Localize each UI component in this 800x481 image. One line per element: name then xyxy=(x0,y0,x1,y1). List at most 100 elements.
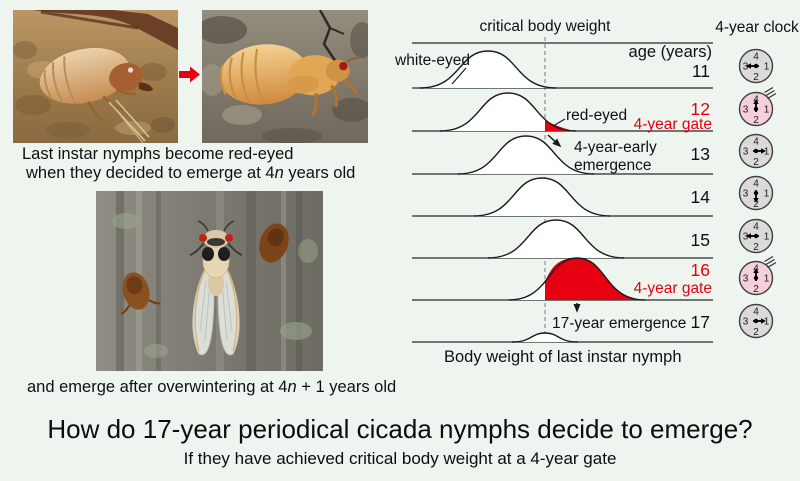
alarm-ring-icon xyxy=(764,255,777,269)
dial-number-left: 3 xyxy=(743,189,749,200)
dial-number-left: 3 xyxy=(743,274,749,285)
dial-number-right: 1 xyxy=(764,62,770,73)
age-label-15: 15 xyxy=(691,230,710,250)
nymph-body-group xyxy=(39,47,154,122)
clock-age-11: 4 1 2 3 xyxy=(738,48,774,84)
dial-number-top: 4 xyxy=(753,222,759,233)
clock-hand xyxy=(753,190,759,203)
dial-number-right: 1 xyxy=(764,147,770,158)
dial-number-top: 4 xyxy=(753,179,759,190)
dial-number-bottom: 2 xyxy=(753,157,759,168)
distribution-row-age-17 xyxy=(511,332,579,343)
white-eyed-nymph-illustration xyxy=(13,10,178,143)
dial-number-right: 1 xyxy=(764,232,770,243)
red-eye-dot xyxy=(339,61,348,71)
dial-number-top: 4 xyxy=(753,137,759,148)
caption-text: Last instar nymphs become red-eyed xyxy=(22,145,294,163)
alarm-ring-icon xyxy=(764,86,777,100)
red-eyed-label: red-eyed xyxy=(566,107,627,124)
clock-age-16: 4 1 2 3 xyxy=(738,255,777,296)
red-eyed-pointer-line xyxy=(552,118,566,127)
age-label-17: 17 xyxy=(691,312,710,332)
clock-age-12: 4 1 2 3 xyxy=(738,86,777,127)
dial-number-top: 4 xyxy=(753,307,759,318)
distribution-row-age-12 xyxy=(439,92,577,132)
photo-red-eyed-nymph xyxy=(202,10,368,143)
dial-number-bottom: 2 xyxy=(753,284,759,295)
age-label-14: 14 xyxy=(691,187,711,207)
cicada-body-group xyxy=(189,220,243,356)
clock-hand xyxy=(753,318,766,324)
dial-number-right: 1 xyxy=(764,274,770,285)
dial-number-left: 3 xyxy=(743,62,749,73)
dial-number-bottom: 2 xyxy=(753,199,759,210)
dial-number-right: 1 xyxy=(764,317,770,328)
dial-number-right: 1 xyxy=(764,105,770,116)
caption-text: and emerge after overwintering at 4 xyxy=(27,378,288,396)
seventeen-year-emergence-label: 17-year emergence xyxy=(552,315,686,332)
distribution-row-age-11 xyxy=(419,50,557,89)
exuvia-right xyxy=(259,223,289,263)
caption-line: when they decided to emerge at 4n years … xyxy=(22,164,355,183)
right-arrow-icon xyxy=(179,66,200,83)
white-eyed-pointer-line xyxy=(451,67,467,85)
clock-age-17: 4 1 2 3 xyxy=(738,303,774,339)
age-label-11: 11 xyxy=(692,61,710,81)
gate-label-16: 4-year gate xyxy=(634,280,712,297)
early-emergence-label-line2: emergence xyxy=(574,157,652,174)
red-eye-dot xyxy=(199,234,207,242)
caption-red-eyed-decision: Last instar nymphs become red-eyed when … xyxy=(22,145,355,183)
dial-number-bottom: 2 xyxy=(753,115,759,126)
adult-cicada-illustration xyxy=(96,191,323,371)
exuvia-left xyxy=(121,272,161,315)
dial-number-left: 3 xyxy=(743,147,749,158)
clock-hand xyxy=(753,148,766,154)
clock-hand xyxy=(753,268,759,281)
caption-line: Last instar nymphs become red-eyed xyxy=(22,145,355,164)
red-eye-dot xyxy=(225,234,233,242)
early-emergence-arrow xyxy=(547,134,562,148)
variable-n: n xyxy=(274,164,284,182)
caption-text: when they decided to emerge at 4 xyxy=(26,164,275,182)
nymph-body-group xyxy=(219,44,359,117)
dial-number-left: 3 xyxy=(743,105,749,116)
clock-age-14: 4 1 2 3 xyxy=(738,175,774,211)
critical-weight-label: critical body weight xyxy=(480,18,612,35)
red-tail-early-emergers xyxy=(545,120,574,131)
figure-question-title: How do 17-year periodical cicada nymphs … xyxy=(47,414,753,444)
clock-age-13: 4 1 2 3 xyxy=(738,133,774,169)
dial-number-left: 3 xyxy=(743,232,749,243)
photo-adult-cicada xyxy=(96,191,323,371)
age-label-13: 13 xyxy=(691,144,710,164)
clock-age-15: 4 1 2 3 xyxy=(738,218,774,254)
distribution-row-age-13 xyxy=(457,135,595,175)
clock-hand xyxy=(746,63,759,69)
distribution-row-age-14 xyxy=(473,177,611,217)
transition-arrow-icon xyxy=(179,66,200,83)
dial-number-top: 4 xyxy=(753,52,759,63)
white-eyed-label: white-eyed xyxy=(394,52,470,69)
caption-text: years old xyxy=(283,164,356,182)
clock-hand xyxy=(753,99,759,112)
clock-panel-title: 4-year clock xyxy=(715,19,799,36)
early-emergence-label-line1: 4-year-early xyxy=(574,139,657,156)
dial-number-right: 1 xyxy=(764,189,770,200)
dial-number-left: 3 xyxy=(743,317,749,328)
variable-n: n xyxy=(287,378,297,396)
x-axis-label: Body weight of last instar nymph xyxy=(444,348,682,366)
gate-label-12: 4-year gate xyxy=(634,116,712,133)
dial-number-bottom: 2 xyxy=(753,72,759,83)
age-label-12: 12 xyxy=(691,99,710,119)
distribution-row-age-16 xyxy=(508,257,646,301)
distribution-row-age-15 xyxy=(487,219,625,259)
age-label-16: 16 xyxy=(691,260,710,280)
dial-number-bottom: 2 xyxy=(753,327,759,338)
photo-white-eyed-nymph xyxy=(13,10,178,143)
age-axis-label: age (years) xyxy=(629,43,712,61)
red-eyed-nymph-illustration xyxy=(202,10,368,143)
caption-text: + 1 years old xyxy=(296,378,397,396)
clock-hand xyxy=(746,233,759,239)
caption-overwinter-emerge: and emerge after overwintering at 4n + 1… xyxy=(27,378,396,397)
